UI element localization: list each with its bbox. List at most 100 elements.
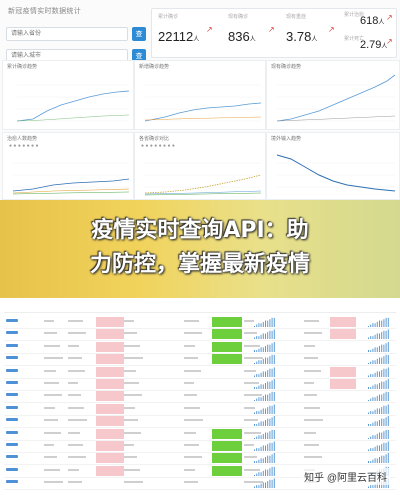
stat-total: 累计确诊 22112人 ↗ bbox=[154, 11, 214, 55]
sparkline bbox=[368, 317, 389, 327]
chart-panel: 治愈人数趋势 ● ● ● ● ● ● ● bbox=[2, 132, 134, 200]
cell-value bbox=[184, 320, 199, 322]
sparkline bbox=[368, 453, 389, 464]
line-chart bbox=[144, 162, 262, 196]
row-link[interactable] bbox=[6, 368, 18, 372]
cell-value bbox=[244, 357, 263, 360]
table-row bbox=[4, 428, 396, 441]
cell-value bbox=[124, 456, 137, 459]
chart-title: 现有确诊趋势 bbox=[271, 64, 302, 70]
row-link[interactable] bbox=[6, 356, 18, 360]
cell-value bbox=[304, 444, 319, 446]
cell-value bbox=[184, 332, 202, 335]
sparkline bbox=[254, 392, 275, 402]
trend-up-icon: ↗ bbox=[268, 25, 275, 34]
stat-deaths: 累计死亡 2.79人 ↗ bbox=[340, 33, 394, 55]
row-link[interactable] bbox=[6, 393, 18, 397]
sparkline bbox=[368, 354, 389, 365]
sparkline bbox=[254, 341, 275, 352]
sparkline bbox=[368, 441, 389, 451]
province-search-input[interactable] bbox=[6, 27, 128, 41]
cell-value bbox=[184, 394, 197, 397]
cell-value bbox=[44, 320, 54, 322]
cell-value bbox=[244, 481, 263, 484]
highlight-bar bbox=[96, 329, 124, 340]
highlight-bar bbox=[212, 465, 242, 476]
stat-label: 现有确诊 bbox=[228, 14, 249, 20]
row-link[interactable] bbox=[6, 405, 18, 409]
line-chart bbox=[276, 74, 396, 122]
sparkline bbox=[368, 416, 389, 427]
row-link[interactable] bbox=[6, 430, 18, 434]
cell-value bbox=[304, 406, 320, 409]
stat-label: 累计确诊 bbox=[158, 14, 179, 20]
row-link[interactable] bbox=[6, 455, 18, 459]
stat-value: 618人 bbox=[360, 15, 385, 27]
row-link[interactable] bbox=[6, 331, 18, 335]
stat-label: 现有重症 bbox=[286, 14, 307, 20]
headline-line: 疫情实时查询API：助 bbox=[91, 218, 309, 243]
cell-value bbox=[124, 481, 143, 484]
chart-legend: ● ● ● ● ● ● ● ● bbox=[141, 143, 175, 149]
sparkline bbox=[254, 354, 275, 365]
chart-legend: ● ● ● ● ● ● ● bbox=[9, 143, 39, 149]
sparkline bbox=[254, 466, 275, 476]
cell-value bbox=[244, 382, 259, 384]
cell-value bbox=[304, 332, 322, 335]
cell-value bbox=[124, 382, 139, 384]
stat-value: 836人 bbox=[228, 29, 256, 44]
stat-value: 2.79人 bbox=[360, 39, 388, 51]
row-link[interactable] bbox=[6, 480, 18, 484]
cell-value bbox=[124, 394, 142, 397]
cell-value bbox=[44, 406, 55, 409]
cell-value bbox=[184, 406, 200, 409]
cell-value bbox=[244, 431, 261, 434]
cell-value bbox=[124, 468, 140, 471]
cell-value bbox=[304, 369, 321, 372]
highlight-bar bbox=[212, 354, 242, 365]
row-link[interactable] bbox=[6, 418, 18, 422]
row-link[interactable] bbox=[6, 343, 18, 347]
province-search-row: 查 bbox=[6, 26, 146, 42]
highlight-bar bbox=[330, 379, 356, 389]
chart-panel: 新增确诊趋势 bbox=[134, 60, 266, 130]
cell-value bbox=[44, 344, 60, 347]
banner-headline: 疫情实时查询API：助 力防控，掌握最新疫情 bbox=[0, 214, 400, 282]
sparkline bbox=[254, 441, 275, 451]
cell-value bbox=[184, 431, 196, 434]
cell-value bbox=[304, 382, 314, 384]
trend-up-icon: ↗ bbox=[328, 25, 335, 34]
province-search-button[interactable]: 查 bbox=[132, 27, 146, 41]
sparkline bbox=[254, 329, 275, 340]
cell-value bbox=[68, 456, 86, 459]
table-row bbox=[4, 390, 396, 404]
cell-value bbox=[44, 332, 57, 335]
highlight-bar bbox=[330, 317, 356, 327]
table-row bbox=[4, 353, 396, 367]
sparkline bbox=[368, 341, 389, 352]
row-link[interactable] bbox=[6, 381, 18, 384]
cell-value bbox=[244, 406, 255, 409]
dashboard-top: 新冠疫情实时数据统计 查 查 累计确诊 22112人 ↗ 现有确诊 836人 ↗… bbox=[0, 0, 400, 200]
table-row bbox=[4, 328, 396, 342]
stat-value: 3.78人 bbox=[286, 29, 318, 44]
highlight-bar bbox=[96, 379, 124, 389]
row-link[interactable] bbox=[6, 467, 18, 471]
highlight-bar bbox=[96, 354, 124, 365]
cell-value bbox=[184, 468, 195, 471]
cell-value bbox=[44, 444, 54, 446]
chart-panel: 现有确诊趋势 bbox=[266, 60, 400, 130]
sparkline bbox=[368, 366, 389, 377]
cell-value bbox=[68, 357, 82, 360]
cell-value bbox=[304, 320, 319, 322]
city-search-button[interactable]: 查 bbox=[132, 49, 146, 63]
stat-severe: 现有重症 3.78人 ↗ bbox=[282, 11, 337, 55]
stat-current: 现有确诊 836人 ↗ bbox=[224, 11, 279, 55]
search-form: 查 查 bbox=[6, 26, 146, 70]
row-link[interactable] bbox=[6, 443, 18, 446]
row-link[interactable] bbox=[6, 319, 18, 322]
city-search-input[interactable] bbox=[6, 49, 128, 63]
highlight-bar bbox=[96, 391, 124, 402]
cell-value bbox=[44, 481, 63, 484]
table-row bbox=[4, 366, 396, 379]
